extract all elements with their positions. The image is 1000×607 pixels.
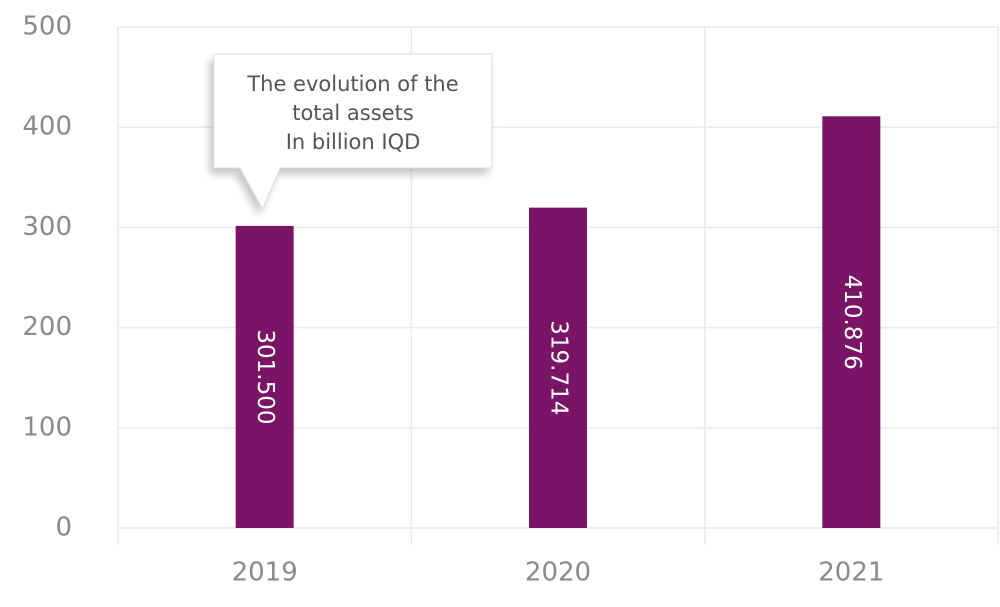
y-tick-label: 0 bbox=[55, 513, 72, 543]
bar-value-label: 319.714 bbox=[546, 320, 572, 415]
callout-text-line: total assets bbox=[292, 101, 414, 125]
x-axis-ticks: 2019 2020 2021 bbox=[232, 558, 885, 588]
y-tick-label: 300 bbox=[22, 212, 72, 242]
y-tick-label: 400 bbox=[22, 112, 72, 142]
x-tick-label: 2021 bbox=[818, 558, 884, 588]
y-tick-label: 500 bbox=[22, 12, 72, 42]
y-axis-ticks: 0 100 200 300 400 500 bbox=[22, 12, 72, 543]
bars: 301.500 319.714 410.876 bbox=[235, 116, 881, 528]
bar-2021 bbox=[822, 116, 881, 528]
bar-value-label: 410.876 bbox=[839, 275, 865, 370]
callout-text-line: In billion IQD bbox=[286, 130, 421, 154]
y-tick-label: 100 bbox=[22, 412, 72, 442]
bar-2019 bbox=[235, 225, 294, 528]
callout-text-line: The evolution of the bbox=[246, 72, 458, 96]
y-tick-label: 200 bbox=[22, 312, 72, 342]
callout-box bbox=[213, 53, 493, 211]
bar-2020 bbox=[529, 207, 587, 528]
x-tick-label: 2020 bbox=[525, 558, 591, 588]
annotation-callout: The evolution of the total assets In billi… bbox=[213, 53, 493, 211]
bar-value-label: 301.500 bbox=[252, 329, 278, 424]
x-tick-label: 2019 bbox=[232, 558, 298, 588]
